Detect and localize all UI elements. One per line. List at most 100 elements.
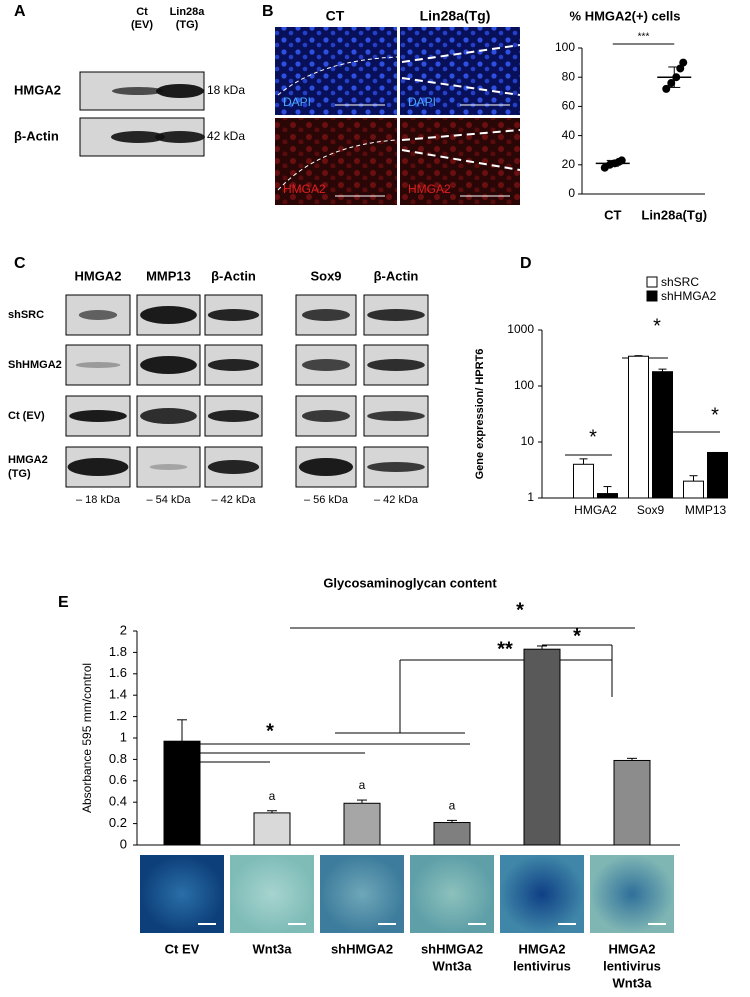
stain-label: HMGA2 [408,182,451,196]
x-tick-label: lentivirus [603,958,661,973]
y-tick-label: 1 [527,490,534,504]
error-bar [668,66,681,88]
significance: ** [497,638,513,660]
blot-band [367,411,425,421]
blot-band [367,462,425,472]
stain-label: DAPI [408,95,436,109]
blot-box [65,344,131,386]
legend-swatch [646,290,658,302]
bar [343,802,381,846]
bar [652,371,673,499]
x-tick-label: Sox9 [637,503,665,517]
y-tick-label: 80 [562,69,576,83]
histology-image [320,855,404,933]
y-axis-title: Gene expression/ HPRT6 [474,349,486,480]
lane-label: Lin28a [170,6,206,18]
bar [683,480,704,499]
blot-band [67,458,129,476]
bar [523,648,561,846]
histology-image [500,855,584,933]
blot-band [207,410,260,422]
error-bar [689,475,698,482]
lane-label: Ct [136,6,148,18]
y-tick-label: 20 [562,157,576,171]
y-tick-label: 1.8 [109,644,127,659]
column-label: MMP13 [146,268,191,283]
panel-label: D [520,255,532,272]
row-label: Ct (EV) [8,410,45,422]
column-label: HMGA2 [75,268,122,283]
panel-label: E [58,594,69,611]
bar [597,493,618,499]
column-label: β-Actin [211,268,256,283]
blot-band [140,306,197,324]
x-tick-label: shHMGA2 [421,941,483,956]
y-tick-label: 0.8 [109,751,127,766]
legend-swatch [646,276,658,288]
stain-label: DAPI [283,95,311,109]
significance: * [711,404,719,426]
value-letter: a [359,778,366,792]
dot [617,156,626,165]
column-label: Sox9 [310,268,341,283]
value-letter: a [449,799,456,813]
bar [433,822,471,846]
blot-band [367,309,425,321]
row-label: β-Actin [14,128,59,143]
significance: * [653,315,661,337]
blot-band [207,309,260,321]
y-tick-label: 1.2 [109,708,127,723]
x-tick-label: HMGA2 [609,941,656,956]
x-tick-label: CT [604,207,621,222]
y-tick-label: 10 [521,434,535,448]
y-tick-label: 2 [120,622,127,637]
chart-title: % HMGA2(+) cells [570,8,681,23]
error-bar [267,810,277,813]
row-label: HMGA2 [14,82,61,97]
blot-band [207,460,260,474]
dot [662,84,671,93]
size-label: 18 kDa [207,83,245,97]
blot-band [299,458,353,476]
micrograph [275,27,397,115]
layout [180,27,720,763]
column-label: CT [326,8,345,24]
y-tick-label: 0.6 [109,772,127,787]
size-label: – 54 kDa [146,494,191,506]
dot [679,58,688,67]
error-bar [634,355,643,357]
micrograph [400,27,520,115]
blot-band [78,310,118,320]
y-tick-label: 0.2 [109,815,127,830]
bar [573,463,594,499]
blot-band [367,359,425,371]
y-tick-label: 100 [555,40,575,54]
panel-label: C [14,255,26,272]
significance: *** [638,32,650,43]
error-bar [537,645,547,650]
row-label: ShHMGA2 [8,359,62,371]
dot [667,79,676,88]
size-label: – 56 kDa [304,494,349,506]
y-tick-label: 1000 [507,322,534,336]
blot-band [112,87,164,95]
error-bar [658,368,667,372]
y-tick-label: 1.6 [109,665,127,680]
lane-label: (EV) [131,19,153,31]
size-label: – 42 kDa [374,494,419,506]
error-bar [627,757,637,761]
bar [628,355,649,499]
y-tick-label: 40 [562,128,576,142]
dashed-boundary [401,129,521,171]
error-bar [447,819,457,823]
significance: * [573,625,581,647]
dashed-boundary [277,56,398,96]
y-tick-label: 0 [568,186,575,200]
x-tick-label: Ct EV [165,941,200,956]
chart-title: Glycosaminoglycan content [323,575,497,590]
error-bar [579,458,588,465]
bar [613,759,651,846]
panel-label: A [14,3,26,20]
size-label: – 18 kDa [76,494,121,506]
